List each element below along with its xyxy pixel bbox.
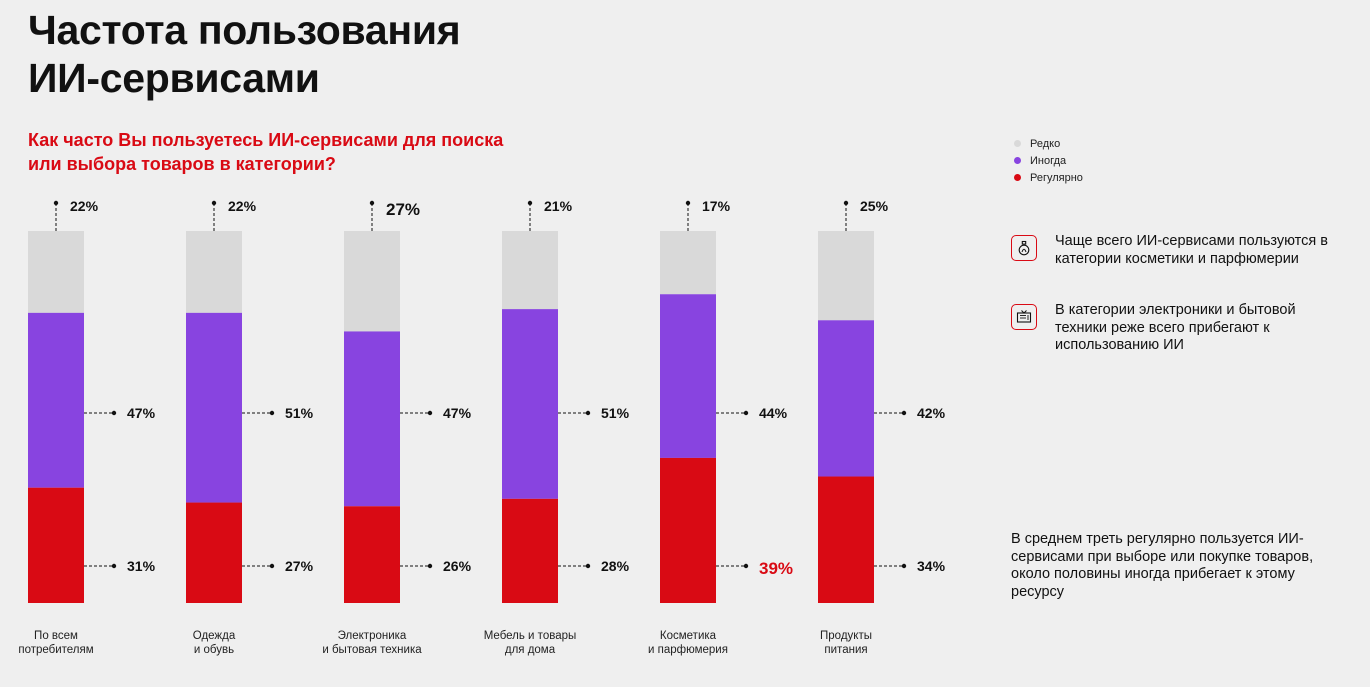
subtitle-line-2: или выбора товаров в категории?: [28, 154, 336, 174]
tv-icon: [1011, 304, 1037, 330]
bar-regularly-1: [186, 502, 242, 603]
chart-legend: Редко Иногда Регулярно: [1014, 135, 1083, 186]
data-label-sometimes-4: 44%: [759, 405, 788, 421]
bar-sometimes-2: [344, 331, 400, 507]
data-label-regularly-2: 26%: [443, 558, 472, 574]
perfume-icon: [1011, 235, 1037, 261]
legend-item-regularly: Регулярно: [1014, 169, 1083, 186]
subtitle-line-1: Как часто Вы пользуетесь ИИ-сервисами дл…: [28, 130, 504, 150]
legend-item-sometimes: Иногда: [1014, 152, 1083, 169]
leader-dot-regularly-3: [585, 563, 591, 569]
leader-dot-rarely-1: [211, 200, 217, 206]
data-label-sometimes-5: 42%: [917, 405, 946, 421]
title-line-1: Частота пользования: [28, 7, 461, 53]
bar-rarely-4: [660, 231, 716, 295]
leader-dot-rarely-2: [369, 200, 375, 206]
leader-dot-rarely-4: [685, 200, 691, 206]
bar-sometimes-1: [186, 312, 242, 503]
data-label-rarely-5: 25%: [860, 198, 889, 214]
leader-dot-sometimes-0: [111, 410, 117, 416]
category-label-3-line-0: Мебель и товары: [484, 630, 577, 642]
data-label-sometimes-2: 47%: [443, 405, 472, 421]
category-label-1-line-0: Одежда: [193, 630, 236, 642]
data-label-rarely-3: 21%: [544, 198, 573, 214]
category-label-5-line-0: Продукты: [820, 630, 872, 642]
leader-dot-sometimes-1: [269, 410, 275, 416]
data-label-regularly-4: 39%: [759, 559, 793, 578]
summary-text: В среднем треть регулярно пользуется ИИ-…: [1011, 531, 1314, 600]
category-label-4-line-0: Косметика: [660, 630, 717, 642]
data-label-rarely-0: 22%: [70, 198, 99, 214]
leader-dot-sometimes-3: [585, 410, 591, 416]
chart-question: Как часто Вы пользуетесь ИИ-сервисами дл…: [28, 128, 588, 176]
leader-dot-sometimes-5: [901, 410, 907, 416]
bar-regularly-0: [28, 487, 84, 603]
bar-rarely-0: [28, 231, 84, 313]
category-label-0-line-0: По всем: [34, 630, 78, 642]
bar-sometimes-0: [28, 312, 84, 488]
insight-electronics-text: В категории электроники и бытовой техник…: [1055, 302, 1296, 353]
leader-dot-regularly-5: [901, 563, 907, 569]
leader-dot-regularly-2: [427, 563, 433, 569]
leader-dot-regularly-0: [111, 563, 117, 569]
data-label-sometimes-0: 47%: [127, 405, 156, 421]
insight-electronics: В категории электроники и бытовой техник…: [1011, 302, 1345, 355]
data-label-sometimes-1: 51%: [285, 405, 314, 421]
data-label-regularly-5: 34%: [917, 558, 946, 574]
page-title: Частота пользования ИИ-сервисами: [28, 6, 461, 102]
leader-dot-regularly-4: [743, 563, 749, 569]
category-label-4-line-1: и парфюмерия: [648, 644, 728, 656]
legend-swatch-regularly: [1014, 174, 1021, 181]
stacked-bar-chart: 22% 47% 31% По всем потребителям 22% 51% 27% Оде…: [18, 198, 946, 656]
category-label-2-line-1: и бытовая техника: [322, 644, 422, 656]
bar-rarely-5: [818, 231, 874, 321]
bar-rarely-2: [344, 231, 400, 332]
leader-dot-sometimes-4: [743, 410, 749, 416]
bar-regularly-4: [660, 457, 716, 603]
legend-swatch-sometimes: [1014, 157, 1021, 164]
bar-sometimes-4: [660, 294, 716, 458]
data-label-regularly-0: 31%: [127, 558, 156, 574]
bar-sometimes-3: [502, 309, 558, 499]
category-label-2-line-0: Электроника: [338, 630, 407, 642]
leader-dot-rarely-3: [527, 200, 533, 206]
bar-rarely-3: [502, 231, 558, 310]
category-label-0-line-1: потребителям: [18, 644, 93, 656]
bar-regularly-3: [502, 498, 558, 603]
data-label-rarely-2: 27%: [386, 200, 420, 219]
bar-rarely-1: [186, 231, 242, 313]
legend-item-rarely: Редко: [1014, 135, 1083, 152]
category-label-5-line-1: питания: [824, 644, 867, 656]
data-label-rarely-4: 17%: [702, 198, 731, 214]
legend-label-regularly: Регулярно: [1030, 171, 1083, 184]
leader-dot-regularly-1: [269, 563, 275, 569]
bar-sometimes-5: [818, 320, 874, 477]
insight-cosmetics-text: Чаще всего ИИ-сервисами пользуются в кат…: [1055, 233, 1328, 267]
category-label-3-line-1: для дома: [505, 644, 556, 656]
data-label-rarely-1: 22%: [228, 198, 257, 214]
category-label-1-line-1: и обувь: [194, 644, 234, 656]
leader-dot-rarely-5: [843, 200, 849, 206]
bar-regularly-2: [344, 506, 400, 603]
legend-label-sometimes: Иногда: [1030, 154, 1067, 167]
data-label-regularly-1: 27%: [285, 558, 314, 574]
bar-regularly-5: [818, 476, 874, 603]
title-line-2: ИИ-сервисами: [28, 55, 320, 101]
data-label-regularly-3: 28%: [601, 558, 630, 574]
insight-cosmetics: Чаще всего ИИ-сервисами пользуются в кат…: [1011, 233, 1345, 268]
leader-dot-sometimes-2: [427, 410, 433, 416]
legend-label-rarely: Редко: [1030, 137, 1061, 150]
legend-swatch-rarely: [1014, 140, 1021, 147]
leader-dot-rarely-0: [53, 200, 59, 206]
data-label-sometimes-3: 51%: [601, 405, 630, 421]
